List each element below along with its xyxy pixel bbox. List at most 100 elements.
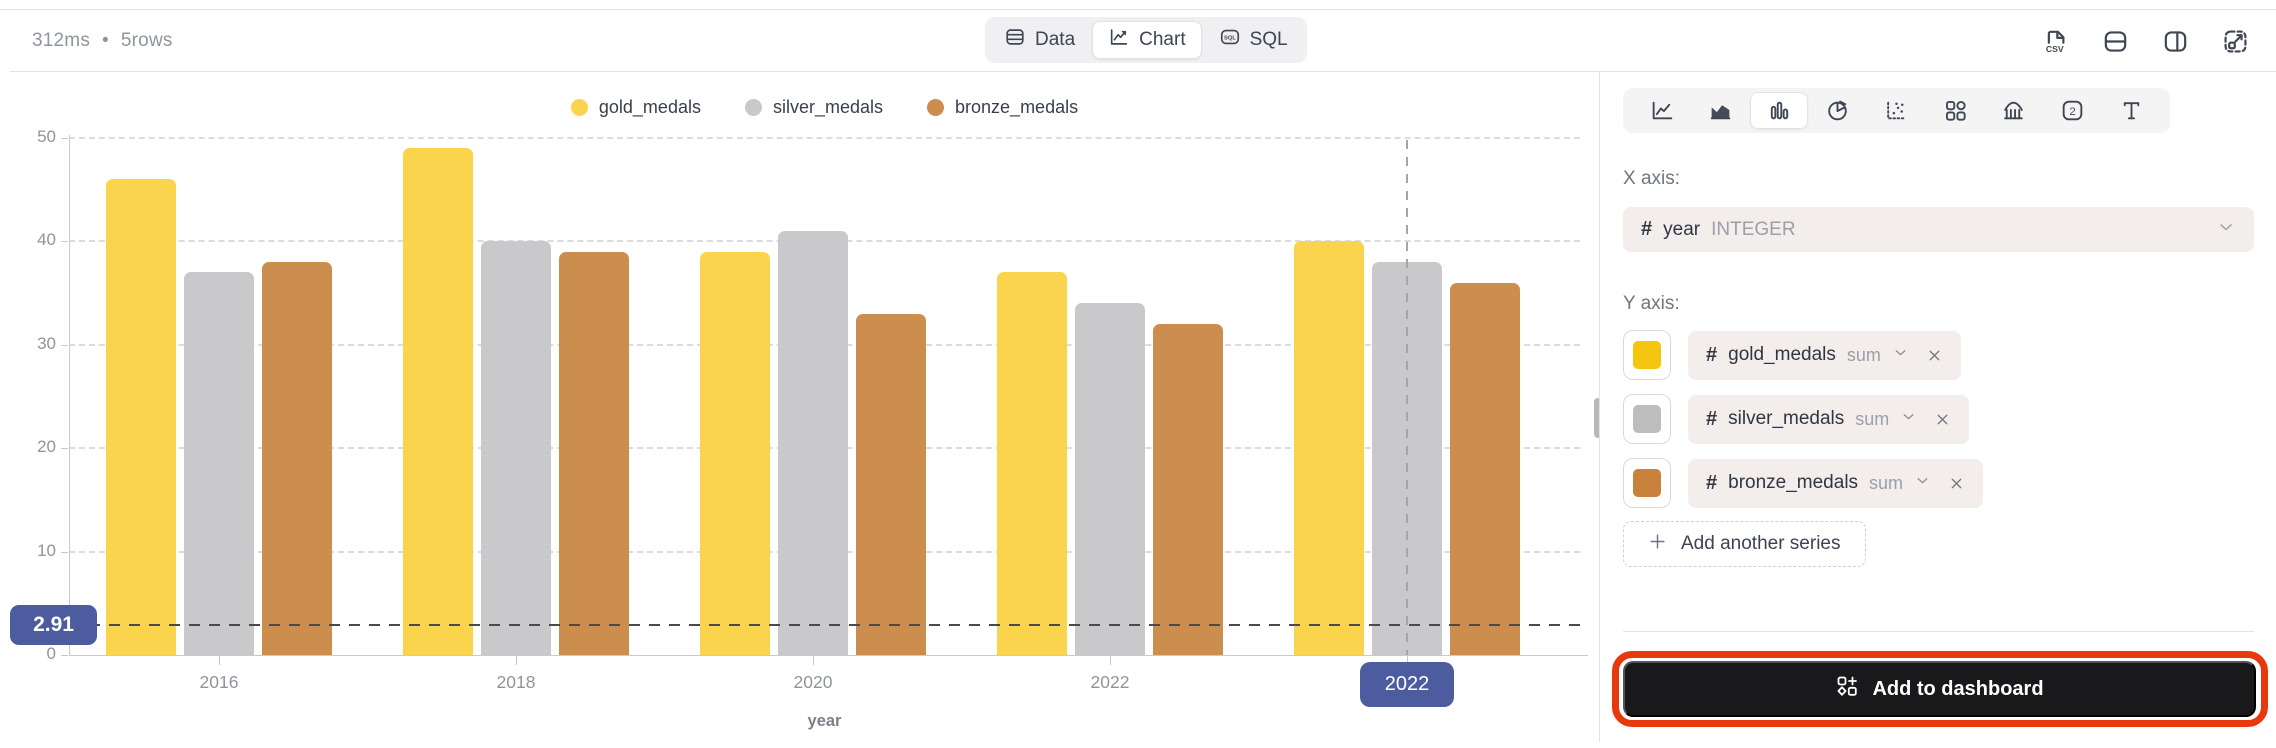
x-tick-mark [1407, 656, 1408, 665]
series-agg: sum [1855, 408, 1890, 429]
hash-icon: # [1706, 343, 1718, 366]
svg-text:CSV: CSV [2045, 43, 2063, 53]
add-another-series-button[interactable]: Add another series [1623, 521, 1866, 567]
crosshair-x-badge: 2022 [1360, 662, 1454, 707]
bar-silver_medals-2[interactable] [778, 231, 848, 655]
bar-bronze_medals-3[interactable] [1153, 324, 1223, 655]
bar-silver_medals-3[interactable] [1075, 303, 1145, 655]
x-tick-mark [219, 656, 220, 665]
x-field-name: year [1663, 218, 1701, 240]
bar-bronze_medals-1[interactable] [559, 251, 629, 655]
line-chart-icon[interactable] [1633, 92, 1691, 129]
split-horizontal-icon[interactable] [2100, 26, 2130, 56]
add-to-dashboard-label: Add to dashboard [1872, 677, 2044, 700]
bar-silver_medals-0[interactable] [184, 272, 254, 655]
bar-gold_medals-2[interactable] [700, 251, 770, 655]
y-series-row-bronze: # bronze_medals sum [1623, 458, 1984, 508]
x-tick-mark [516, 656, 517, 665]
status-bullet: • [102, 30, 109, 51]
scatter-chart-icon[interactable] [1868, 92, 1926, 129]
svg-text:2: 2 [2069, 106, 2075, 118]
chart-type-selector: 2 [1623, 88, 2170, 133]
chevron-down-icon[interactable] [1892, 344, 1909, 367]
number-card-icon[interactable]: 2 [2043, 92, 2101, 129]
add-to-dashboard-wrap: Add to dashboard [1612, 651, 2268, 727]
remove-series-icon[interactable] [1934, 411, 1951, 428]
bar-bronze_medals-4[interactable] [1450, 282, 1520, 655]
series-pill-silver[interactable]: # silver_medals sum [1688, 394, 1970, 444]
x-tick-label: 2016 [199, 672, 239, 692]
hash-icon: # [1706, 471, 1718, 494]
bar-gold_medals-3[interactable] [997, 272, 1067, 655]
series-color-swatch[interactable] [1623, 458, 1671, 508]
chevron-down-icon[interactable] [1900, 408, 1917, 431]
crosshair-horizontal [69, 623, 1580, 626]
bar-bronze_medals-0[interactable] [262, 262, 332, 655]
chart-settings-panel: 2 X axis: # year INTEGER Y axis: # gold_… [1599, 72, 2276, 742]
gridline-50 [69, 137, 1580, 139]
legend-item-bronze[interactable]: bronze_medals [927, 97, 1078, 118]
export-csv-icon[interactable]: CSV [2040, 26, 2070, 56]
result-toolbar: 312ms • 5rows Data Chart SQL SQL [10, 10, 2276, 72]
toolbar-actions: CSV [2040, 10, 2250, 72]
legend-item-gold[interactable]: gold_medals [570, 97, 701, 118]
y-tick-label: 10 [37, 540, 56, 560]
y-tick-mark [61, 655, 68, 656]
swatch-color [1633, 341, 1661, 369]
legend-label: bronze_medals [955, 97, 1079, 117]
bar-chart-icon[interactable] [1750, 92, 1809, 129]
query-status: 312ms • 5rows [32, 10, 173, 72]
pie-chart-icon[interactable] [1809, 92, 1867, 129]
histogram-icon[interactable] [1985, 92, 2043, 129]
bar-gold_medals-1[interactable] [403, 148, 473, 655]
bar-gold_medals-4[interactable] [1294, 241, 1364, 655]
legend-item-silver[interactable]: silver_medals [744, 97, 883, 118]
line-chart-icon [1108, 26, 1130, 54]
series-name: bronze_medals [1728, 472, 1859, 493]
x-axis-line [69, 655, 1588, 656]
panel-divider [1623, 631, 2254, 632]
y-tick-mark [61, 344, 68, 346]
text-icon[interactable] [2102, 92, 2160, 129]
panel-resize-handle[interactable] [1594, 398, 1602, 438]
series-pill-bronze[interactable]: # bronze_medals sum [1688, 458, 1984, 508]
bar-bronze_medals-2[interactable] [856, 313, 926, 655]
view-tab-group: Data Chart SQL SQL [985, 17, 1307, 63]
chevron-down-icon[interactable] [1914, 472, 1931, 495]
swatch-color [1633, 405, 1661, 433]
area-chart-icon[interactable] [1692, 92, 1750, 129]
remove-series-icon[interactable] [1926, 347, 1943, 364]
bar-silver_medals-1[interactable] [481, 241, 551, 655]
tab-data-label: Data [1035, 29, 1076, 50]
legend-label: gold_medals [598, 97, 701, 117]
x-tick-label: 2020 [793, 672, 833, 692]
plus-icon [1648, 532, 1667, 557]
add-series-label: Add another series [1681, 533, 1841, 554]
remove-series-icon[interactable] [1948, 475, 1965, 492]
sql-badge-icon: SQL [1219, 26, 1241, 54]
x-tick-mark [1110, 656, 1111, 665]
tab-sql[interactable]: SQL SQL [1204, 21, 1303, 59]
swatch-color [1633, 469, 1661, 497]
series-pill-gold[interactable]: # gold_medals sum [1688, 330, 1961, 380]
y-tick-label: 40 [37, 230, 56, 250]
series-color-swatch[interactable] [1623, 394, 1671, 444]
add-to-dashboard-button[interactable]: Add to dashboard [1623, 661, 2256, 717]
tab-data[interactable]: Data [989, 21, 1090, 59]
x-axis-field-dropdown[interactable]: # year INTEGER [1623, 207, 2254, 252]
series-color-swatch[interactable] [1623, 330, 1671, 380]
tab-chart[interactable]: Chart [1092, 21, 1202, 59]
bar-gold_medals-0[interactable] [106, 179, 176, 655]
y-axis-section-label: Y axis: [1623, 293, 1680, 314]
chart-legend: gold_medals silver_medals bronze_medals [69, 97, 1580, 118]
x-axis-title: year [807, 712, 842, 730]
legend-dot-gold [570, 99, 588, 116]
series-name: gold_medals [1728, 344, 1836, 365]
split-vertical-icon[interactable] [2160, 26, 2190, 56]
tab-sql-label: SQL [1249, 29, 1288, 50]
y-tick-label: 30 [37, 333, 56, 353]
expand-icon[interactable] [2220, 26, 2250, 56]
crosshair-vertical [1406, 140, 1408, 655]
y-tick-label: 0 [46, 644, 56, 663]
grid-layout-icon[interactable] [1926, 92, 1984, 129]
